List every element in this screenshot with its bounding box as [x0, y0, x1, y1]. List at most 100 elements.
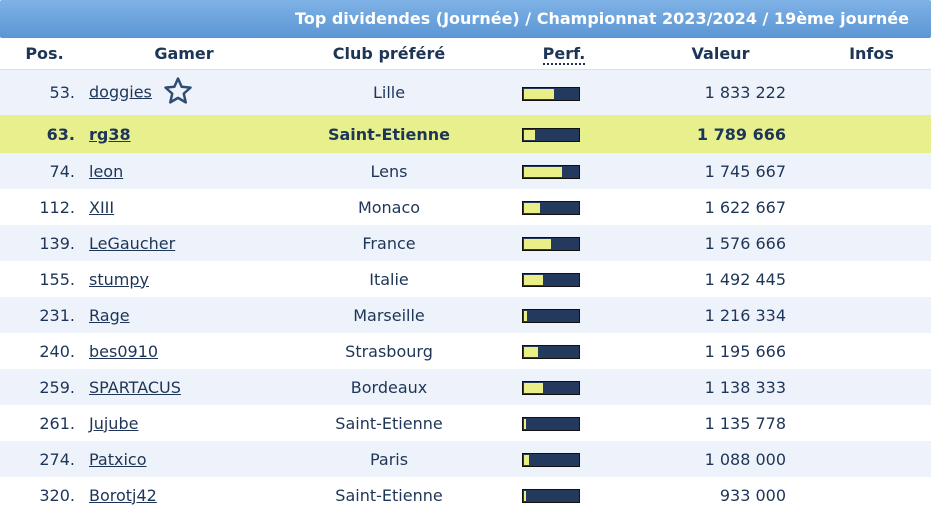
perf-bar-fill: [524, 203, 540, 213]
row-perf: [499, 297, 629, 333]
row-club: Lens: [279, 153, 499, 189]
row-infos: [812, 297, 931, 333]
title-bar: Top dividendes (Journée) / Championnat 2…: [0, 0, 931, 38]
row-valeur: 1 745 667: [629, 153, 812, 189]
row-position: 53.: [0, 69, 89, 115]
row-infos: [812, 441, 931, 477]
table-row: 274. Patxico Paris 1 088 000: [0, 441, 931, 477]
perf-bar-fill: [524, 383, 543, 393]
row-valeur: 1 833 222: [629, 69, 812, 115]
star-icon[interactable]: [162, 76, 194, 110]
row-infos: [812, 477, 931, 513]
perf-header-label[interactable]: Perf.: [542, 44, 586, 65]
row-perf: [499, 69, 629, 115]
row-gamer-cell: rg38: [89, 115, 279, 153]
row-perf: [499, 369, 629, 405]
row-infos: [812, 261, 931, 297]
perf-bar: [522, 165, 580, 179]
row-position: 261.: [0, 405, 89, 441]
row-club: Bordeaux: [279, 369, 499, 405]
row-valeur: 1 789 666: [629, 115, 812, 153]
table-row: 63. rg38 Saint-Etienne 1 789 666: [0, 115, 931, 153]
row-position: 74.: [0, 153, 89, 189]
perf-bar: [522, 417, 580, 431]
row-position: 274.: [0, 441, 89, 477]
perf-bar: [522, 128, 580, 142]
perf-bar-fill: [524, 491, 526, 501]
gamer-link[interactable]: leon: [89, 161, 124, 181]
row-position: 63.: [0, 115, 89, 153]
row-club: Paris: [279, 441, 499, 477]
row-position: 240.: [0, 333, 89, 369]
perf-bar: [522, 309, 580, 323]
table-row: 259. SPARTACUS Bordeaux 1 138 333: [0, 369, 931, 405]
row-position: 231.: [0, 297, 89, 333]
perf-bar: [522, 201, 580, 215]
table-header: Pos. Gamer Club préféré Perf. Valeur Inf…: [0, 38, 931, 70]
gamer-link[interactable]: XIII: [89, 197, 115, 217]
perf-bar-fill: [524, 88, 554, 99]
row-valeur: 1 138 333: [629, 369, 812, 405]
perf-bar: [522, 489, 580, 503]
row-club: Monaco: [279, 189, 499, 225]
col-header-infos: Infos: [812, 38, 931, 70]
row-infos: [812, 189, 931, 225]
row-gamer-cell: Patxico: [89, 441, 279, 477]
gamer-link[interactable]: Jujube: [89, 413, 139, 433]
row-perf: [499, 153, 629, 189]
col-header-perf[interactable]: Perf.: [499, 38, 629, 70]
table-row: 53. doggies Lille 1 833 222: [0, 69, 931, 115]
row-club: Saint-Etienne: [279, 405, 499, 441]
row-valeur: 1 135 778: [629, 405, 812, 441]
row-infos: [812, 115, 931, 153]
table-body: 53. doggies Lille 1 833 222 63. rg38 Saint-Eti…: [0, 69, 931, 513]
gamer-link[interactable]: Rage: [89, 305, 130, 325]
perf-bar-fill: [524, 419, 526, 429]
gamer-link[interactable]: stumpy: [89, 269, 149, 289]
row-valeur: 1 622 667: [629, 189, 812, 225]
row-club: Marseille: [279, 297, 499, 333]
row-perf: [499, 477, 629, 513]
row-infos: [812, 153, 931, 189]
row-position: 320.: [0, 477, 89, 513]
gamer-link[interactable]: rg38: [89, 124, 131, 144]
row-perf: [499, 441, 629, 477]
row-perf: [499, 189, 629, 225]
row-gamer-cell: Rage: [89, 297, 279, 333]
row-valeur: 1 195 666: [629, 333, 812, 369]
row-gamer-cell: doggies: [89, 69, 279, 115]
gamer-link[interactable]: SPARTACUS: [89, 377, 181, 397]
row-infos: [812, 225, 931, 261]
row-gamer-cell: Jujube: [89, 405, 279, 441]
row-position: 139.: [0, 225, 89, 261]
gamer-link[interactable]: Patxico: [89, 449, 147, 469]
perf-bar: [522, 345, 580, 359]
row-position: 259.: [0, 369, 89, 405]
table-row: 139. LeGaucher France 1 576 666: [0, 225, 931, 261]
gamer-link[interactable]: doggies: [89, 82, 152, 101]
row-infos: [812, 369, 931, 405]
col-header-pos: Pos.: [0, 38, 89, 70]
row-gamer-cell: stumpy: [89, 261, 279, 297]
row-infos: [812, 405, 931, 441]
table-row: 155. stumpy Italie 1 492 445: [0, 261, 931, 297]
row-gamer-cell: Borotj42: [89, 477, 279, 513]
gamer-link[interactable]: bes0910: [89, 341, 159, 361]
perf-bar: [522, 237, 580, 251]
row-club: France: [279, 225, 499, 261]
row-valeur: 1 216 334: [629, 297, 812, 333]
row-gamer-cell: SPARTACUS: [89, 369, 279, 405]
row-club: Saint-Etienne: [279, 477, 499, 513]
row-valeur: 1 088 000: [629, 441, 812, 477]
perf-bar: [522, 381, 580, 395]
col-header-club: Club préféré: [279, 38, 499, 70]
row-gamer-cell: XIII: [89, 189, 279, 225]
perf-bar-fill: [524, 347, 538, 357]
col-header-valeur: Valeur: [629, 38, 812, 70]
perf-bar-fill: [524, 455, 529, 465]
row-valeur: 1 492 445: [629, 261, 812, 297]
row-position: 155.: [0, 261, 89, 297]
gamer-link[interactable]: LeGaucher: [89, 233, 176, 253]
gamer-link[interactable]: Borotj42: [89, 485, 157, 505]
row-perf: [499, 115, 629, 153]
